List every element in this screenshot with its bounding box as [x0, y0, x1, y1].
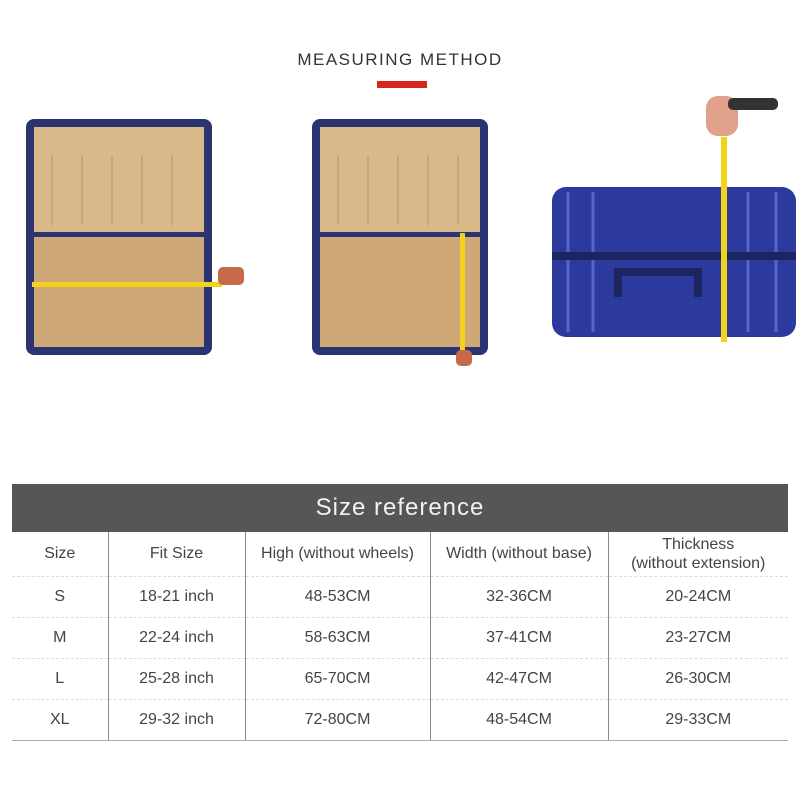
cell: 25-28 inch [107, 658, 245, 700]
column-header: Fit Size [107, 532, 245, 577]
column-header: High (without wheels) [244, 532, 430, 577]
table-row: L 25-28 inch 65-70CM 42-47CM 26-30CM [12, 658, 788, 700]
table-title: Size reference [12, 484, 788, 532]
cell: 29-32 inch [107, 699, 245, 741]
table-row: M 22-24 inch 58-63CM 37-41CM 23-27CM [12, 617, 788, 659]
table-header-row: Size Fit Size High (without wheels) Widt… [12, 532, 788, 577]
cell: 42-47CM [429, 658, 608, 700]
column-header: Thickness (without extension) [607, 532, 788, 577]
cell: 20-24CM [607, 576, 788, 618]
title-underline [377, 81, 427, 88]
cell: 48-54CM [429, 699, 608, 741]
cell: 37-41CM [429, 617, 608, 659]
closed-suitcase-thickness-measure-icon [552, 96, 796, 342]
page-title: MEASURING METHOD [297, 50, 503, 69]
cell: 58-63CM [244, 617, 430, 659]
column-header: Size [12, 532, 108, 577]
cell: 29-33CM [607, 699, 788, 741]
open-suitcase-width-measure-icon [26, 119, 244, 355]
cell: S [12, 576, 108, 618]
cell: L [12, 658, 108, 700]
cell: 26-30CM [607, 658, 788, 700]
cell: 23-27CM [607, 617, 788, 659]
open-suitcase-height-measure-icon [312, 119, 488, 366]
column-header: Width (without base) [429, 532, 608, 577]
size-reference-table: Size reference Size Fit Size High (witho… [12, 484, 788, 741]
cell: 48-53CM [244, 576, 430, 618]
cell: 22-24 inch [107, 617, 245, 659]
cell: M [12, 617, 108, 659]
cell: 32-36CM [429, 576, 608, 618]
table-row: XL 29-32 inch 72-80CM 48-54CM 29-33CM [12, 699, 788, 741]
cell: 72-80CM [244, 699, 430, 741]
cell: 18-21 inch [107, 576, 245, 618]
table-row: S 18-21 inch 48-53CM 32-36CM 20-24CM [12, 576, 788, 618]
cell: XL [12, 699, 108, 741]
cell: 65-70CM [244, 658, 430, 700]
